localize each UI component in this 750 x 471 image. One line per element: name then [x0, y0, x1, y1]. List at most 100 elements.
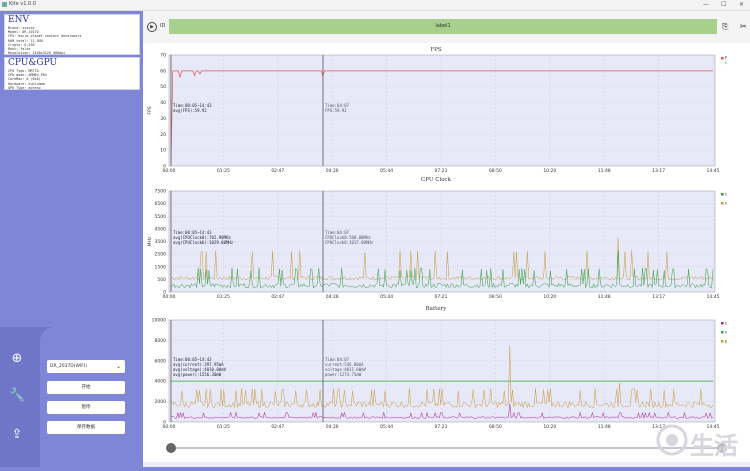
- legend-label: FPS: [725, 56, 727, 61]
- cpu-chart: CPU Clock 0 500 1500 2500 3500 4500 5500 6500 75…: [145, 177, 727, 305]
- play-icon[interactable]: ▶: [147, 22, 157, 32]
- legend-swatch: [721, 57, 724, 60]
- slider-track: [168, 447, 723, 449]
- x-tick-label: 11:48: [598, 294, 611, 300]
- tooltip-point-line: power:1274.75mW: [325, 372, 362, 377]
- chevron-down-icon: ⌄: [115, 363, 121, 370]
- close-button[interactable]: ✕: [739, 1, 745, 8]
- y-tick-label: 0: [163, 290, 166, 296]
- y-axis-label: MHz: [147, 236, 153, 246]
- cpu-chart-title: CPU Clock: [421, 177, 451, 183]
- x-tick-label: 14:45: [707, 424, 720, 430]
- tooltip-range-line: avg(current):397.95mA: [173, 362, 224, 367]
- x-tick-label: 11:48: [598, 424, 611, 430]
- cpu-plot: 0 500 1500 2500 3500 4500 5500 6500 7500 00:00 01:…: [147, 189, 727, 301]
- legend-label: cpu:0-5: [725, 192, 727, 197]
- y-tick-label: 0: [163, 420, 166, 426]
- y-tick-label: 0: [163, 164, 166, 170]
- x-tick-label: 14:45: [707, 168, 720, 174]
- cpugpu-info-line: GPU Type: adreno: [8, 85, 41, 90]
- x-tick-label: 05:44: [380, 294, 393, 300]
- save-data-button[interactable]: 保存数据: [47, 421, 125, 434]
- tooltip-point-line: FPS:59.92: [325, 108, 347, 113]
- cut-icon[interactable]: ✂: [740, 22, 747, 31]
- tooltip-range-line: Time:00:05~14:43: [173, 230, 212, 235]
- tooltip-point-line: Time:04:07: [325, 230, 350, 235]
- app-icon: [2, 2, 7, 7]
- x-tick-label: 00:00: [163, 168, 176, 174]
- y-tick-label: 8000: [155, 338, 167, 344]
- watermark: 生活: [652, 420, 750, 467]
- tooltip-range-line: avg(CPUClock6):1029.00MHz: [173, 240, 234, 245]
- x-tick-label: 00:00: [163, 424, 176, 430]
- x-tick-label: 08:50: [489, 168, 502, 174]
- x-tick-label: 08:50: [489, 294, 502, 300]
- x-tick-label: 05:44: [380, 424, 393, 430]
- y-tick-label: 500: [157, 277, 166, 283]
- x-tick-label: 07:21: [435, 294, 448, 300]
- tooltip-range-line: avg(CPUClock0):702.90MHz: [173, 235, 231, 240]
- env-info-line: Brand: xxxxxx: [8, 26, 35, 30]
- time-range-slider[interactable]: [160, 442, 730, 454]
- legend-swatch: [721, 322, 724, 325]
- label-bar[interactable]: label1: [169, 19, 717, 34]
- cpugpu-info: CPU Type: MRT7D CPU mode: ARM64_P64 CoreMa…: [5, 68, 139, 91]
- tooltip-range-line: avg(voltage):4010.00mV: [173, 367, 227, 372]
- env-info-line: Root: false: [8, 47, 31, 52]
- x-tick-label: 01:25: [217, 294, 230, 300]
- x-tick-label: 04:26: [326, 424, 339, 430]
- y-tick-label: 6000: [155, 358, 167, 364]
- x-tick-label: 10:20: [543, 424, 556, 430]
- start-button[interactable]: 开始: [47, 381, 125, 394]
- x-tick-label: 04:26: [326, 168, 339, 174]
- tid-label: ID: [160, 23, 166, 29]
- x-tick-label: 02:47: [271, 168, 284, 174]
- upload-icon[interactable]: ⇪: [11, 427, 23, 442]
- y-tick-label: 10: [160, 148, 166, 154]
- y-tick-label: 5500: [155, 214, 167, 220]
- cpugpu-info-line: CoreMax: 0 (0x0): [8, 77, 41, 82]
- pause-button[interactable]: 暂停: [47, 401, 125, 414]
- legend-label: power: [725, 339, 727, 344]
- title-bar: Kite v1.0.0 — ☐ ✕: [0, 0, 750, 11]
- env-info-line: RAM total: 11.9GB: [8, 38, 43, 43]
- y-tick-label: 2500: [155, 252, 167, 258]
- legend-label: current: [725, 321, 727, 326]
- maximize-button[interactable]: ☐: [721, 1, 727, 8]
- env-info: Brand: xxxxxx Model: DR_201TD CPU: micro p…: [5, 25, 139, 56]
- x-tick-label: 11:48: [598, 168, 611, 174]
- tooltip-range-line: Time:00:05~14:43: [173, 357, 212, 362]
- x-tick-label: 04:26: [326, 294, 339, 300]
- tooltip-point-line: Time:04:07: [325, 357, 350, 362]
- add-icon[interactable]: ⊕: [11, 351, 23, 366]
- wrench-icon[interactable]: 🔧: [9, 388, 26, 403]
- x-tick-label: 07:21: [435, 424, 448, 430]
- tooltip-range-line: avg(power):1556.30mW: [173, 372, 222, 377]
- cpu0-series: [170, 250, 714, 289]
- legend-swatch: [721, 340, 724, 343]
- device-select[interactable]: DR_2037D(WIFI) ⌄: [47, 360, 125, 373]
- fps-series: [170, 70, 713, 163]
- x-tick-label: 13:17: [652, 168, 665, 174]
- x-tick-label: 14:45: [707, 294, 720, 300]
- x-tick-label: 07:21: [435, 168, 448, 174]
- battery-chart: Battery 0 2000 4000 6000 8000 10000 00:00 01:25…: [145, 306, 727, 436]
- power-series: [170, 345, 714, 409]
- bookmark-icon[interactable]: ⎘: [722, 22, 729, 31]
- y-tick-label: 20: [160, 132, 166, 138]
- x-tick-label: 08:50: [489, 424, 502, 430]
- y-tick-label: 10000: [152, 318, 166, 324]
- device-select-value: DR_2037D(WIFI): [50, 364, 87, 369]
- tooltip-point-line: CPUClock0:500.00MHz: [325, 235, 371, 240]
- cpugpu-title: CPU&GPU: [8, 58, 58, 68]
- cpugpu-card: CPU&GPU CPU Type: MRT7D CPU mode: ARM64_P…: [4, 57, 140, 90]
- tooltip-range-line: avg(FPS):59.92: [173, 108, 207, 113]
- x-tick-label: 00:00: [163, 294, 176, 300]
- y-tick-label: 1500: [155, 264, 167, 270]
- y-tick-label: 50: [160, 84, 166, 90]
- battery-plot: 0 2000 4000 6000 8000 10000 00:00 01:25 02:47 04:…: [152, 318, 727, 431]
- minimize-button[interactable]: —: [703, 1, 709, 8]
- legend-sub-label: fps.avg: [725, 61, 727, 65]
- tooltip-point-line: CPUClock6:1017.00MHz: [325, 240, 374, 245]
- env-card: ENV Brand: xxxxxx Model: DR_201TD CPU: mic…: [4, 14, 140, 55]
